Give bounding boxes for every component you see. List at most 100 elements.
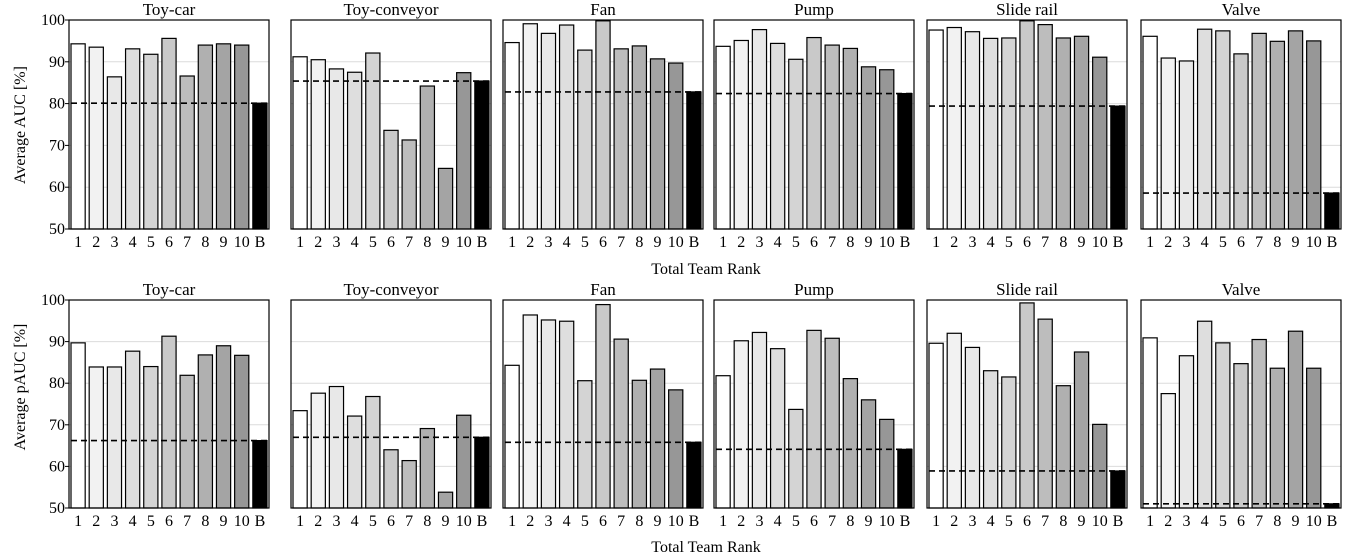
pauc-bar [401, 459, 417, 509]
pauc-panel-frame [502, 299, 704, 509]
pauc-bar [1001, 376, 1017, 509]
auc-x-tick-label: 2 [92, 234, 100, 251]
pauc-panel-title: Toy-car [143, 280, 196, 299]
auc-bar [1324, 192, 1340, 230]
auc-bar [215, 43, 232, 230]
pauc-bar [1306, 367, 1322, 509]
auc-x-tick-label: 7 [1255, 234, 1263, 251]
auc-x-tick-label: B [255, 234, 266, 251]
auc-panel-title: Slide rail [996, 0, 1058, 19]
pauc-bar [1233, 363, 1249, 509]
pauc-panel-frame [68, 299, 270, 509]
pauc-bar [613, 338, 629, 509]
auc-x-tick-label: 5 [581, 234, 589, 251]
auc-bar [595, 20, 611, 230]
auc-bar [946, 26, 962, 230]
pauc-bar [383, 449, 399, 509]
pauc-bar [179, 374, 195, 509]
auc-x-tick-label: 8 [1059, 234, 1067, 251]
auc-x-tick-label: 2 [526, 234, 534, 251]
auc-panel: Fan 1 2 3 4 5 6 7 8 9 10 B [502, 0, 704, 251]
pauc-bar [143, 365, 159, 509]
pauc-bar [234, 354, 250, 509]
pauc-bar [860, 399, 877, 509]
auc-x-tick-label: 8 [635, 234, 643, 251]
pauc-x-tick-label: 6 [810, 513, 818, 530]
pauc-panel-title: Pump [794, 280, 834, 299]
auc-bar [806, 36, 822, 230]
pauc-bar [1110, 470, 1126, 509]
auc-bar [383, 129, 399, 230]
pauc-bar [842, 378, 859, 509]
pauc-bar [649, 368, 666, 509]
pauc-bar [1019, 302, 1035, 509]
auc-x-tick-label: 6 [599, 234, 607, 251]
pauc-x-tick-label: 1 [1146, 513, 1154, 530]
auc-bar [613, 48, 629, 230]
auc-bar [631, 45, 648, 230]
auc-bar [1251, 32, 1267, 230]
auc-bar [1215, 30, 1231, 230]
pauc-x-tick-label: 1 [932, 513, 940, 530]
pauc-panel: Pump 1 2 3 4 5 6 7 8 9 10 B [713, 280, 915, 530]
pauc-panel-frame [713, 299, 915, 509]
auc-x-tick-label: 1 [1146, 234, 1154, 251]
pauc-panel-frame [290, 299, 492, 509]
pauc-x-tick-label: 8 [1273, 513, 1281, 530]
pauc-x-tick-label: B [689, 513, 700, 530]
pauc-x-tick-label: 9 [654, 513, 662, 530]
auc-bar [1055, 37, 1072, 230]
auc-x-tick-label: 4 [129, 234, 137, 251]
pauc-bar [1178, 355, 1195, 509]
pauc-bar [540, 319, 557, 509]
pauc-x-tick-label: 7 [1255, 513, 1263, 530]
auc-panel-title: Pump [794, 0, 834, 19]
auc-x-tick-label: 4 [1201, 234, 1209, 251]
pauc-bar [595, 303, 611, 509]
pauc-bar [522, 314, 538, 509]
pauc-bar [1037, 318, 1053, 509]
pauc-x-tick-label: 4 [129, 513, 137, 530]
pauc-bar [70, 342, 86, 509]
pauc-bar [1287, 330, 1304, 509]
auc-bar [982, 37, 999, 230]
auc-bar [715, 45, 731, 230]
auc-bar [456, 72, 472, 230]
pauc-bar [928, 342, 944, 509]
pauc-x-tick-label: B [255, 513, 266, 530]
auc-bar [234, 44, 250, 230]
auc-x-tick-label: 3 [544, 234, 552, 251]
auc-panel-frame [926, 19, 1128, 230]
auc-bar [401, 139, 417, 230]
auc-bar [577, 49, 593, 230]
pauc-x-tick-label: 7 [617, 513, 625, 530]
pauc-x-tick-label: 3 [968, 513, 976, 530]
auc-x-tick-label: 1 [719, 234, 727, 251]
auc-x-tick-label: B [477, 234, 488, 251]
pauc-y-axis-label: Average pAUC [%] [12, 324, 29, 451]
pauc-bar [946, 332, 962, 509]
pauc-bar [806, 329, 822, 509]
pauc-x-tick-label: 2 [92, 513, 100, 530]
auc-bar [897, 92, 913, 230]
pauc-bar [456, 414, 472, 509]
auc-x-tick-label: 9 [1078, 234, 1086, 251]
auc-x-tick-label: 3 [968, 234, 976, 251]
auc-x-tick-label: 5 [1005, 234, 1013, 251]
pauc-y-tick-label: 80 [49, 375, 65, 392]
auc-bar [860, 66, 877, 230]
auc-panel: Slide rail 1 2 3 4 5 6 7 8 9 10 B [926, 0, 1128, 251]
auc-bar [558, 24, 575, 230]
pauc-bar [1092, 423, 1108, 509]
auc-x-tick-label: 6 [165, 234, 173, 251]
auc-panel-title: Valve [1222, 0, 1261, 19]
auc-panel: Toy-conveyor 1 2 3 4 5 6 7 8 9 10 B [290, 0, 492, 251]
pauc-x-tick-label: 10 [1306, 513, 1322, 530]
auc-x-tick-label: 2 [737, 234, 745, 251]
pauc-x-tick-label: 5 [147, 513, 155, 530]
pauc-bar [328, 385, 345, 509]
pauc-bar [504, 364, 520, 509]
auc-x-tick-label: 6 [1237, 234, 1245, 251]
